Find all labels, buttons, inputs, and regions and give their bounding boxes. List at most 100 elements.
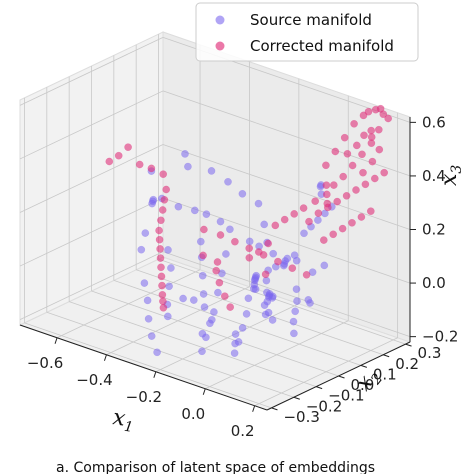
source-point (189, 296, 198, 304)
source-point (238, 189, 247, 198)
corrected-point (155, 226, 163, 235)
corrected-point (364, 107, 373, 116)
x-tick (202, 388, 206, 395)
source-point (292, 285, 301, 294)
source-point (226, 225, 234, 234)
source-point (314, 216, 322, 224)
corrected-point (213, 258, 222, 266)
source-point (144, 314, 153, 323)
corrected-point (159, 303, 168, 312)
z-tick-label: 0.2 (422, 221, 446, 239)
y-tick (405, 343, 412, 347)
source-point (252, 271, 261, 280)
y-tick (360, 364, 368, 368)
source-point (143, 296, 152, 305)
corrected-point (159, 170, 168, 179)
z-axis-label: x3 (437, 165, 465, 186)
source-point (196, 237, 205, 246)
legend-label-corrected: Corrected manifold (250, 37, 394, 55)
source-point (140, 279, 149, 287)
y-tick (271, 407, 278, 411)
corrected-point (147, 164, 156, 173)
corrected-point (375, 145, 384, 154)
z-tick-label: 0.4 (422, 167, 446, 185)
x-axis-line (19, 324, 268, 411)
source-point (163, 312, 172, 321)
corrected-point (374, 125, 383, 134)
legend-label-source: Source manifold (250, 11, 372, 29)
grid-line (158, 258, 406, 345)
source-point (207, 167, 216, 175)
grid-line (136, 269, 384, 356)
corrected-point (264, 239, 273, 248)
grid-line (19, 36, 164, 106)
source-point (167, 264, 175, 272)
corrected-point (359, 168, 367, 177)
corrected-point (162, 185, 171, 194)
source-point (290, 329, 298, 338)
corrected-point (156, 254, 165, 262)
corrected-point (299, 204, 308, 212)
figure-caption: a. Comparison of latent space of embeddi… (56, 460, 375, 474)
corrected-point (367, 133, 376, 141)
source-point (230, 349, 239, 358)
corrected-point (340, 133, 349, 142)
source-point (148, 199, 156, 208)
x-tick (103, 354, 107, 361)
x-tick (54, 337, 58, 344)
corrected-point (160, 195, 169, 204)
y-tick-label: 0.3 (418, 344, 442, 362)
source-point (290, 251, 299, 260)
source-point (153, 348, 161, 357)
y-tick (293, 396, 300, 400)
x-tick (153, 371, 157, 378)
source-point (190, 206, 199, 215)
corrected-point (342, 191, 351, 200)
source-point (174, 202, 183, 211)
source-point (254, 199, 263, 208)
source-point (279, 261, 288, 270)
source-point (231, 339, 239, 348)
source-point (202, 210, 211, 219)
grid-lines (19, 34, 411, 409)
grid-line (19, 197, 164, 267)
corrected-point (333, 197, 342, 206)
corrected-point (322, 190, 331, 199)
grid-line (19, 251, 164, 321)
source-point (291, 307, 300, 316)
y-tick-label: 0.1 (373, 365, 397, 383)
grid-line (113, 279, 361, 366)
corrected-point (379, 110, 388, 119)
y-tick-label: −0.3 (283, 408, 319, 426)
corrected-point (352, 141, 361, 150)
source-point (231, 330, 240, 338)
scatter-points (105, 104, 393, 358)
corrected-point (338, 224, 347, 233)
source-point (198, 329, 207, 338)
x-tick-label: −0.4 (76, 371, 112, 389)
x-tick (252, 405, 256, 412)
source-point (264, 308, 273, 317)
corrected-point (359, 111, 368, 120)
source-point (164, 246, 172, 254)
z-tick-label: −0.2 (422, 328, 458, 346)
y-tick-label: −0.1 (328, 387, 364, 405)
source-point (320, 261, 329, 270)
corrected-point (323, 199, 332, 208)
y-tick-label: 0.2 (395, 355, 419, 373)
source-point (165, 282, 173, 291)
source-point (198, 347, 206, 356)
corrected-point (370, 174, 379, 183)
corrected-point (331, 147, 340, 156)
y-tick-label: 0.0 (351, 376, 375, 394)
corrected-point (352, 186, 360, 194)
grid-line (19, 90, 164, 160)
z-tick-label: 0.0 (422, 274, 446, 292)
source-point (181, 150, 189, 158)
grid-line (69, 301, 317, 388)
source-point (141, 229, 150, 237)
corrected-point (212, 266, 221, 275)
corrected-point (245, 253, 254, 262)
grid-line (162, 251, 411, 338)
source-point (260, 301, 269, 310)
